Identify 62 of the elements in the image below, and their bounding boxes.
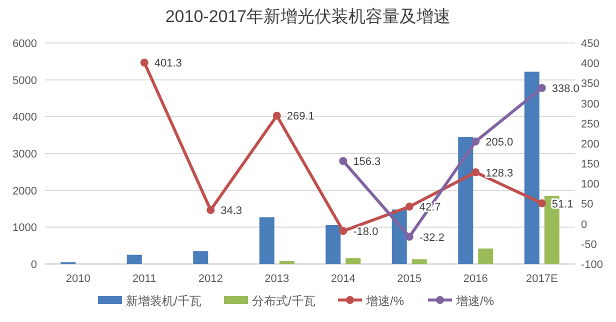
data-label: 401.3	[154, 58, 182, 70]
data-label: 205.0	[486, 136, 514, 148]
x-tick-label: 2015	[397, 273, 422, 285]
data-label: -32.2	[419, 232, 444, 244]
y-tick-label: 0	[30, 259, 37, 271]
bar	[478, 248, 494, 264]
bar	[346, 258, 361, 264]
point	[206, 206, 215, 214]
y2-tick-label: 350	[581, 78, 600, 90]
y2-tick-label: 150	[581, 158, 600, 171]
y2-tick-label: 100	[581, 178, 600, 191]
point	[140, 58, 148, 67]
point	[405, 202, 414, 211]
bar	[326, 224, 341, 264]
data-label: 156.3	[353, 156, 381, 168]
point	[538, 199, 546, 208]
y2-tick-label: 50	[581, 198, 594, 211]
y2-tick-label: 300	[581, 98, 600, 110]
y-tick-label: 1000	[12, 222, 37, 234]
x-tick-label: 2014	[330, 273, 356, 285]
y2-tick-label: 0	[581, 218, 588, 231]
y-tick-label: 6000	[12, 38, 37, 50]
data-label: 128.3	[486, 167, 514, 180]
y2-tick-label: 400	[581, 58, 600, 70]
x-tick-label: 2016	[463, 273, 488, 285]
data-label: 34.3	[220, 205, 242, 218]
bar	[259, 217, 274, 264]
x-tick-label: 2013	[264, 273, 290, 285]
bar	[126, 254, 142, 264]
y-tick-label: 2000	[12, 185, 37, 198]
y2-tick-label: 450	[581, 38, 600, 50]
legend-label: 增速/%	[455, 294, 494, 308]
bar	[193, 251, 208, 264]
point	[472, 168, 480, 176]
point	[339, 157, 348, 166]
point	[405, 232, 414, 241]
y2-tick-label: 200	[581, 138, 600, 150]
bar	[458, 136, 474, 264]
point	[272, 112, 281, 120]
point	[472, 137, 480, 146]
legend-label: 增速/%	[365, 294, 404, 308]
y2-tick-label: -100	[581, 259, 604, 271]
x-tick-label: 2017E	[526, 273, 558, 285]
x-tick-label: 2012	[198, 273, 223, 285]
data-label: -18.0	[353, 226, 378, 238]
data-label: 338.0	[552, 83, 580, 96]
y2-tick-label: 250	[581, 118, 600, 130]
y-tick-label: 4000	[12, 112, 37, 124]
x-tick-label: 2010	[66, 273, 90, 285]
x-tick-label: 2011	[132, 273, 156, 285]
bar	[524, 72, 540, 264]
bar	[279, 261, 294, 264]
chart-title: 2010-2017年新增光伏装机容量及增速	[165, 7, 451, 26]
bar	[412, 259, 427, 264]
legend-label: 新增装机/千瓦	[126, 294, 202, 308]
data-label: 269.1	[286, 110, 314, 123]
y2-tick-label: -50	[581, 238, 597, 251]
point	[538, 84, 546, 92]
point	[339, 227, 348, 236]
y-tick-label: 5000	[12, 74, 37, 87]
legend-label: 分布式/千瓦	[252, 294, 316, 308]
y-tick-label: 3000	[12, 148, 37, 160]
